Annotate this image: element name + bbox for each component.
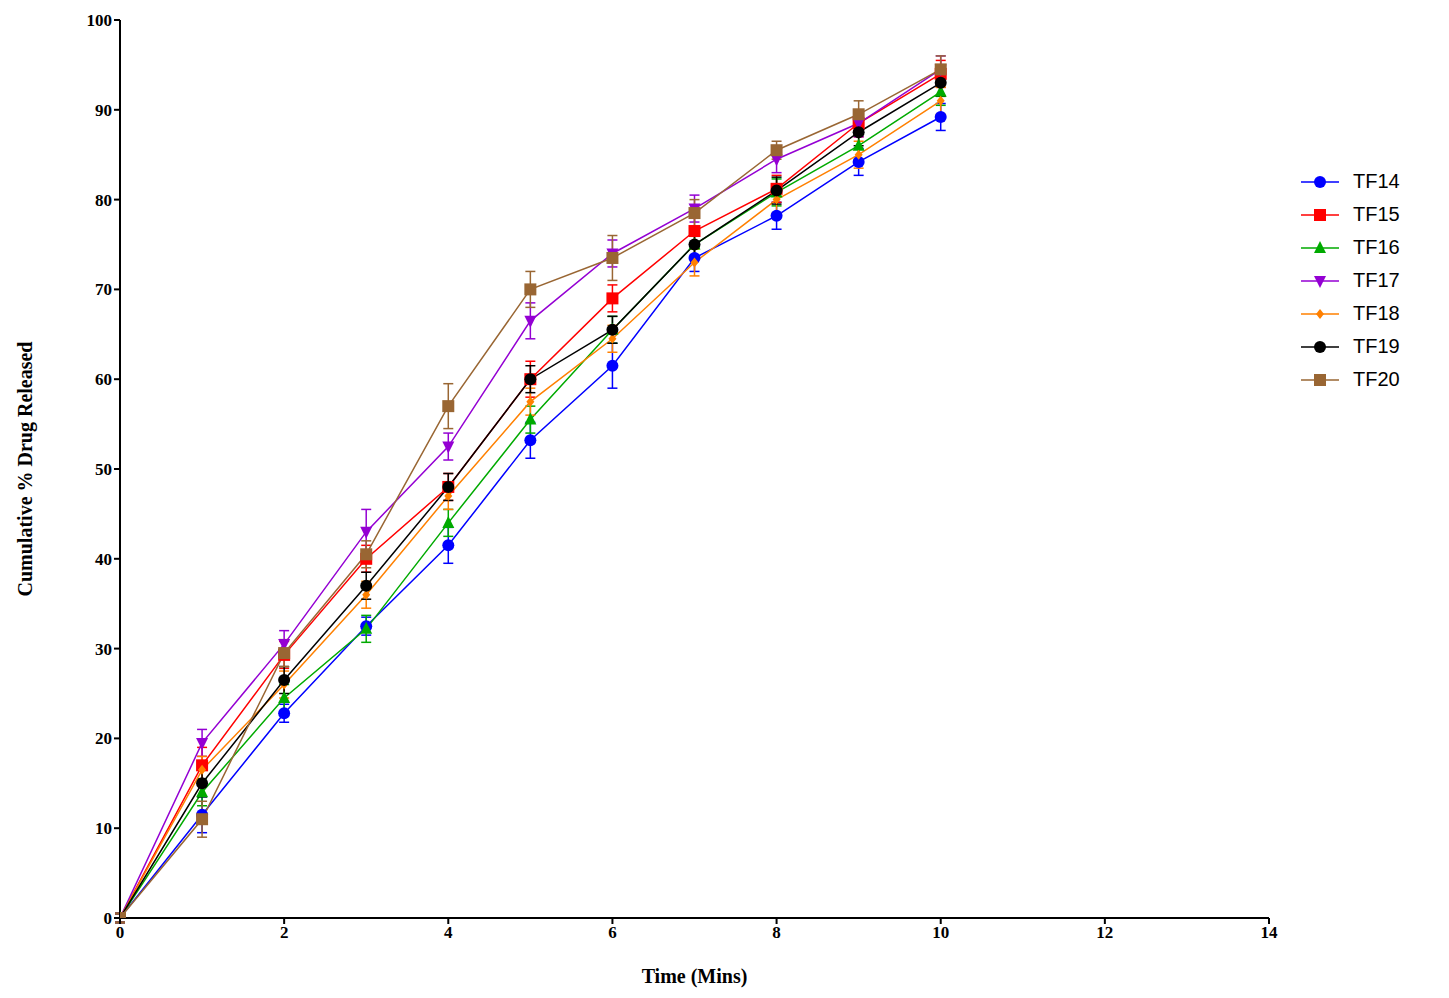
html-text:TF17: TF17 xyxy=(1353,269,1400,291)
svg-text:30: 30 xyxy=(95,640,112,659)
html-text:TF16: TF16 xyxy=(1353,236,1400,258)
svg-text:70: 70 xyxy=(95,280,112,299)
svg-text:2: 2 xyxy=(280,923,289,942)
svg-text:10: 10 xyxy=(95,819,112,838)
html-text:TF19: TF19 xyxy=(1353,335,1400,357)
svg-text:40: 40 xyxy=(95,550,112,569)
svg-text:60: 60 xyxy=(95,370,112,389)
svg-text:80: 80 xyxy=(95,191,112,210)
svg-text:4: 4 xyxy=(444,923,453,942)
svg-text:0: 0 xyxy=(104,909,113,928)
svg-text:Time (Mins): Time (Mins) xyxy=(642,965,748,988)
svg-text:90: 90 xyxy=(95,101,112,120)
html-text:TF15: TF15 xyxy=(1353,203,1400,225)
svg-text:12: 12 xyxy=(1096,923,1113,942)
svg-text:20: 20 xyxy=(95,729,112,748)
svg-text:100: 100 xyxy=(87,11,113,30)
svg-text:Cumulative % Drug Released: Cumulative % Drug Released xyxy=(14,342,37,597)
svg-text:14: 14 xyxy=(1261,923,1279,942)
svg-text:8: 8 xyxy=(772,923,781,942)
html-text:TF20: TF20 xyxy=(1353,368,1400,390)
html-text:TF14: TF14 xyxy=(1353,170,1400,192)
html-text:TF18: TF18 xyxy=(1353,302,1400,324)
svg-text:50: 50 xyxy=(95,460,112,479)
svg-text:6: 6 xyxy=(608,923,617,942)
svg-text:0: 0 xyxy=(116,923,125,942)
svg-text:10: 10 xyxy=(932,923,949,942)
